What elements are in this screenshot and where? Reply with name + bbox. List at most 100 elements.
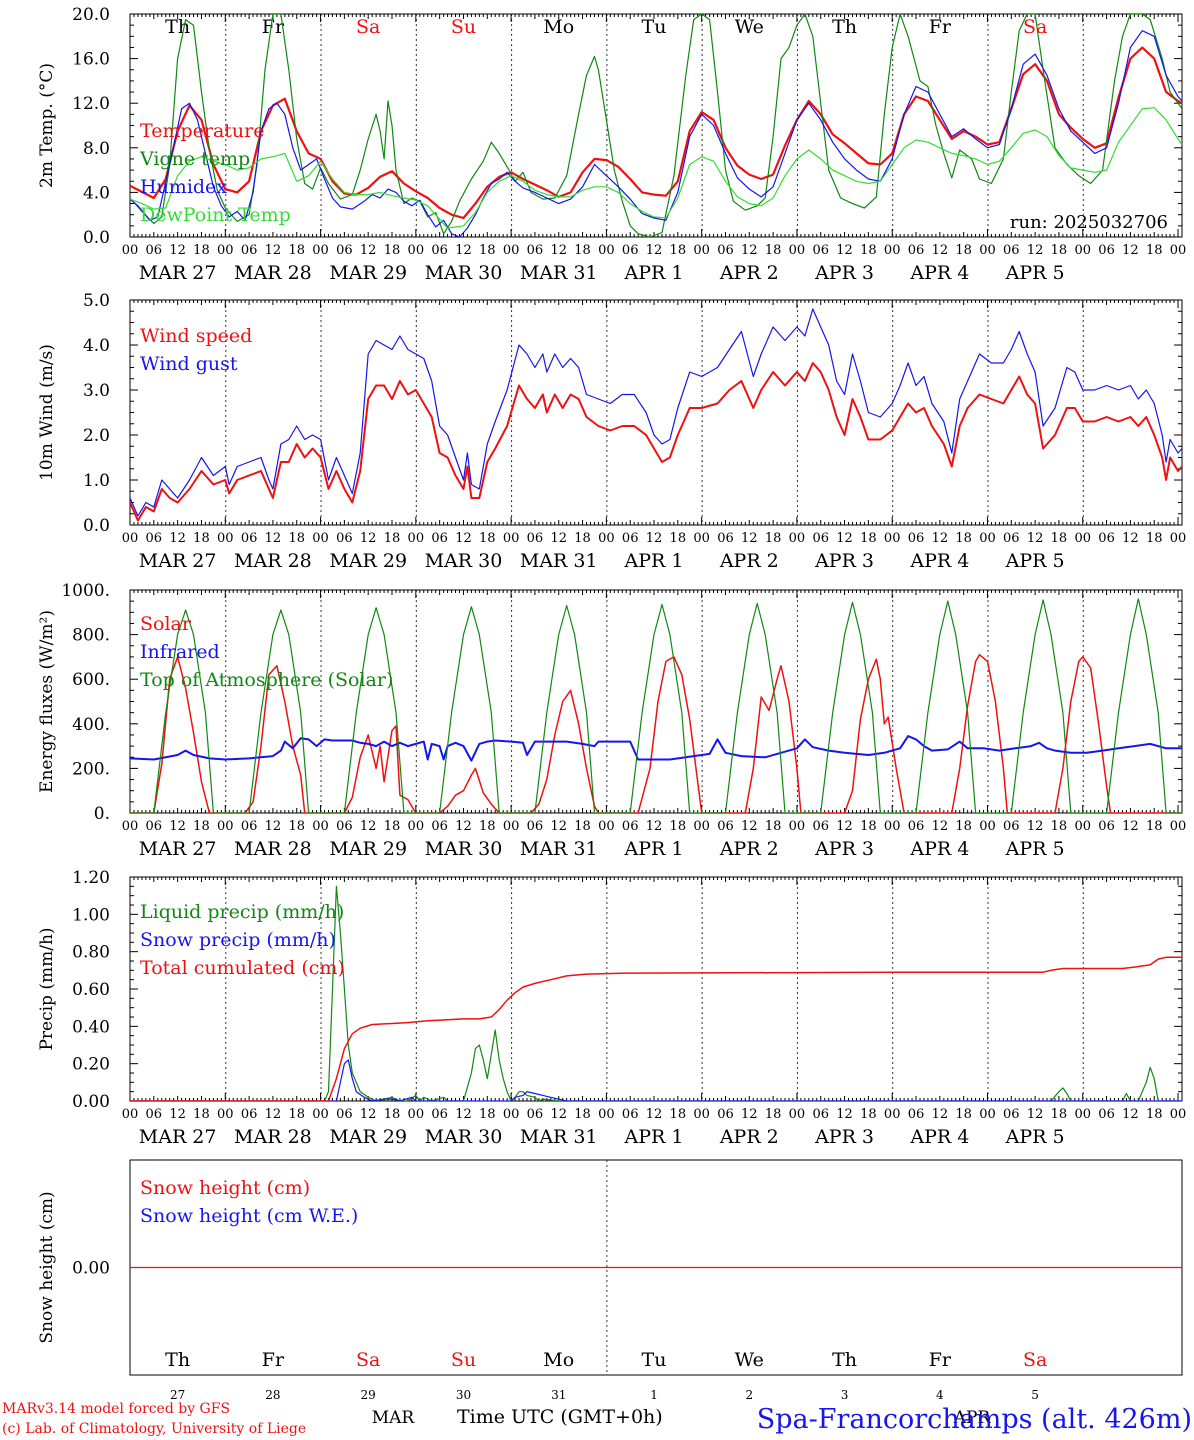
x-tick-label: 06 (146, 1107, 163, 1122)
y-tick-label: 1.00 (72, 905, 110, 925)
date-label: MAR 28 (234, 550, 312, 572)
date-label: APR 1 (624, 1126, 684, 1148)
x-tick-label: 06 (527, 1107, 544, 1122)
x-tick-label: 06 (908, 819, 925, 834)
date-label: APR 4 (909, 262, 969, 284)
x-tick-label: 18 (1146, 819, 1163, 834)
y-tick-label: 2.0 (83, 426, 110, 446)
date-label: MAR 31 (520, 262, 598, 284)
x-tick-label: 12 (550, 531, 567, 546)
x-tick-label: 12 (646, 1107, 663, 1122)
series-line-2 (130, 308, 1182, 517)
x-tick-label: 12 (169, 531, 186, 546)
date-label: APR 3 (814, 838, 874, 860)
y-tick-label: 12.0 (72, 94, 110, 114)
x-tick-label: 06 (812, 531, 829, 546)
day-number-label: 4 (936, 1388, 944, 1402)
day-number-label: 3 (841, 1388, 849, 1402)
x-tick-label: 12 (265, 243, 282, 258)
x-tick-label: 12 (741, 819, 758, 834)
x-tick-label: 18 (955, 531, 972, 546)
date-label: APR 1 (624, 838, 684, 860)
date-label: APR 3 (814, 1126, 874, 1148)
x-tick-label: 00 (1074, 243, 1091, 258)
x-tick-label: 12 (1027, 819, 1044, 834)
date-label: MAR 30 (425, 838, 503, 860)
weekday-label: Th (832, 1349, 857, 1371)
x-tick-label: 00 (217, 243, 234, 258)
date-label: APR 3 (814, 550, 874, 572)
date-label: MAR 30 (425, 1126, 503, 1148)
date-label: APR 3 (814, 262, 874, 284)
weekday-label: Su (451, 1349, 476, 1371)
x-tick-label: 18 (574, 1107, 591, 1122)
x-tick-label: 12 (360, 1107, 377, 1122)
date-label: MAR 28 (234, 1126, 312, 1148)
plot-frame (129, 589, 1183, 814)
date-label: MAR 28 (234, 838, 312, 860)
legend-entry: Infrared (140, 641, 220, 663)
x-tick-label: 18 (765, 531, 782, 546)
x-tick-label: 18 (670, 819, 687, 834)
weekday-label: Tu (642, 16, 667, 38)
y-tick-label: 0. (94, 804, 110, 824)
x-tick-label: 00 (122, 819, 139, 834)
y-tick-label: 0.00 (72, 1259, 110, 1279)
day-number-label: 2 (745, 1388, 753, 1402)
weekday-label: Su (451, 16, 476, 38)
legend-entry: Top of Atmosphere (Solar) (140, 669, 393, 691)
x-tick-label: 00 (217, 1107, 234, 1122)
date-label: APR 5 (1005, 1126, 1065, 1148)
y-tick-label: 0.00 (72, 1092, 110, 1112)
date-label: APR 2 (719, 1126, 779, 1148)
weekday-label: Sa (356, 1349, 380, 1371)
x-tick-label: 06 (336, 1107, 353, 1122)
x-tick-label: 06 (1003, 819, 1020, 834)
series-line-1 (130, 362, 1182, 522)
x-tick-label: 12 (741, 243, 758, 258)
y-axis-label: Energy fluxes (W/m²) (37, 610, 57, 793)
x-tick-label: 00 (598, 1107, 615, 1122)
day-number-label: 29 (361, 1388, 376, 1402)
x-tick-label: 12 (455, 531, 472, 546)
x-tick-label: 18 (479, 1107, 496, 1122)
x-tick-label: 12 (646, 531, 663, 546)
date-label: MAR 28 (234, 262, 312, 284)
x-tick-label: 00 (217, 531, 234, 546)
x-tick-label: 06 (336, 531, 353, 546)
x-tick-label: 12 (932, 243, 949, 258)
day-number-label: 1 (650, 1388, 658, 1402)
legend-entry: Snow precip (mm/h) (140, 929, 336, 951)
y-tick-label: 200. (72, 759, 110, 779)
x-tick-label: 06 (1098, 531, 1115, 546)
date-label: APR 1 (624, 262, 684, 284)
x-tick-label: 06 (336, 243, 353, 258)
x-tick-label: 00 (884, 1107, 901, 1122)
date-label: MAR 31 (520, 838, 598, 860)
x-tick-label: 06 (908, 1107, 925, 1122)
y-tick-label: 0.0 (83, 228, 110, 248)
x-tick-label: 00 (979, 1107, 996, 1122)
x-tick-label: 06 (527, 819, 544, 834)
series-line-4 (130, 107, 1182, 229)
x-tick-label: 18 (384, 531, 401, 546)
date-label: MAR 29 (329, 1126, 407, 1148)
date-label: MAR 27 (139, 262, 217, 284)
time-axis-label: Time UTC (GMT+0h) (457, 1406, 663, 1428)
y-tick-label: 20.0 (72, 5, 110, 25)
x-tick-label: 06 (1098, 1107, 1115, 1122)
x-tick-label: 12 (265, 531, 282, 546)
legend-entry: Snow height (cm W.E.) (140, 1205, 358, 1227)
x-tick-label: 06 (622, 819, 639, 834)
x-tick-label: 06 (527, 531, 544, 546)
panel-5: Th 27 Fr 28 Sa 29 Su 30 Mo 31 Tu 1 We 2 Th 3 Fr 4 Sa 5 0.00 S… (37, 1159, 1183, 1402)
x-tick-label: 12 (455, 819, 472, 834)
x-tick-label: 06 (146, 243, 163, 258)
x-tick-label: 00 (789, 531, 806, 546)
x-tick-label: 06 (717, 243, 734, 258)
x-tick-label: 18 (860, 531, 877, 546)
legend-entry: Total cumulated (cm) (140, 957, 345, 979)
y-tick-label: 4.0 (83, 336, 110, 356)
x-tick-label: 00 (693, 243, 710, 258)
x-tick-label: 18 (479, 531, 496, 546)
